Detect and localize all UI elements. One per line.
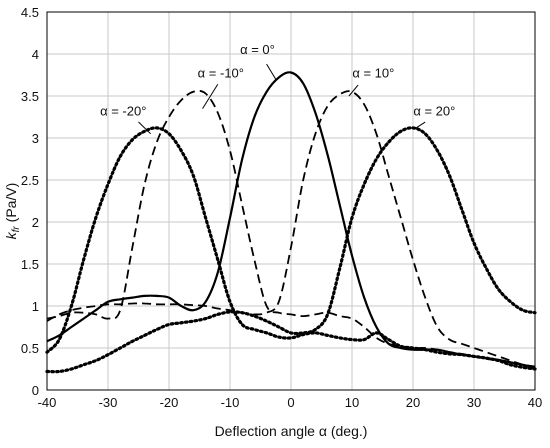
series-annotations: α = -20° α = -10° α = 0° α = 10° α = 20°	[100, 42, 455, 118]
y-tick-label-0: 0	[32, 383, 39, 398]
series-label-1: α = -10°	[198, 66, 244, 81]
annotation-pointer-0	[138, 121, 152, 135]
series-line-3	[46, 90, 536, 370]
annotation-pointers	[138, 63, 426, 135]
x-tick-label-5: 10	[345, 395, 359, 410]
y-axis-subscript: fr	[11, 226, 22, 233]
y-tick-label-9: 4.5	[21, 5, 39, 20]
y-tick-label-3: 1.5	[21, 257, 39, 272]
y-tick-label-2: 1	[32, 299, 39, 314]
y-axis-unit: (Pa/V)	[3, 183, 19, 223]
y-tick-label-1: 0.5	[21, 341, 39, 356]
y-tick-label-7: 3.5	[21, 89, 39, 104]
y-axis-title: kfr (Pa/V)	[3, 183, 22, 240]
x-tick-label-3: -10	[221, 395, 240, 410]
x-tick-label-8: 40	[528, 395, 542, 410]
annotation-pointer-3	[348, 84, 359, 97]
series-label-3: α = 10°	[352, 66, 394, 81]
annotation-pointer-1	[202, 83, 219, 109]
series-label-2: α = 0°	[240, 42, 275, 57]
series-group	[45, 71, 537, 374]
series-label-0: α = -20°	[100, 103, 146, 118]
x-tick-label-7: 30	[467, 395, 481, 410]
series-line-0	[45, 126, 537, 371]
y-tick-label-6: 3	[32, 131, 39, 146]
x-tick-label-4: 0	[287, 395, 294, 410]
series-label-4: α = 20°	[413, 103, 455, 118]
plot-frame	[46, 11, 536, 391]
x-axis-title: Deflection angle α (deg.)	[215, 423, 368, 439]
annotation-pointer-4	[415, 121, 426, 129]
y-tick-label-4: 2	[32, 215, 39, 230]
x-tick-label-1: -30	[99, 395, 118, 410]
y-axis-symbol: k	[3, 231, 19, 239]
x-tick-label-0: -40	[38, 395, 57, 410]
x-tick-labels: -40 -30 -20 -10 0 10 20 30 40	[38, 395, 543, 410]
y-tick-label-5: 2.5	[21, 173, 39, 188]
x-tick-label-2: -20	[160, 395, 179, 410]
series-line-4	[45, 126, 537, 374]
x-tick-label-6: 20	[406, 395, 420, 410]
annotation-pointer-2	[266, 63, 277, 80]
y-tick-label-8: 4	[32, 47, 39, 62]
series-line-2	[46, 71, 536, 369]
y-tick-labels: 0 0.5 1 1.5 2 2.5 3 3.5 4 4.5	[21, 5, 39, 398]
